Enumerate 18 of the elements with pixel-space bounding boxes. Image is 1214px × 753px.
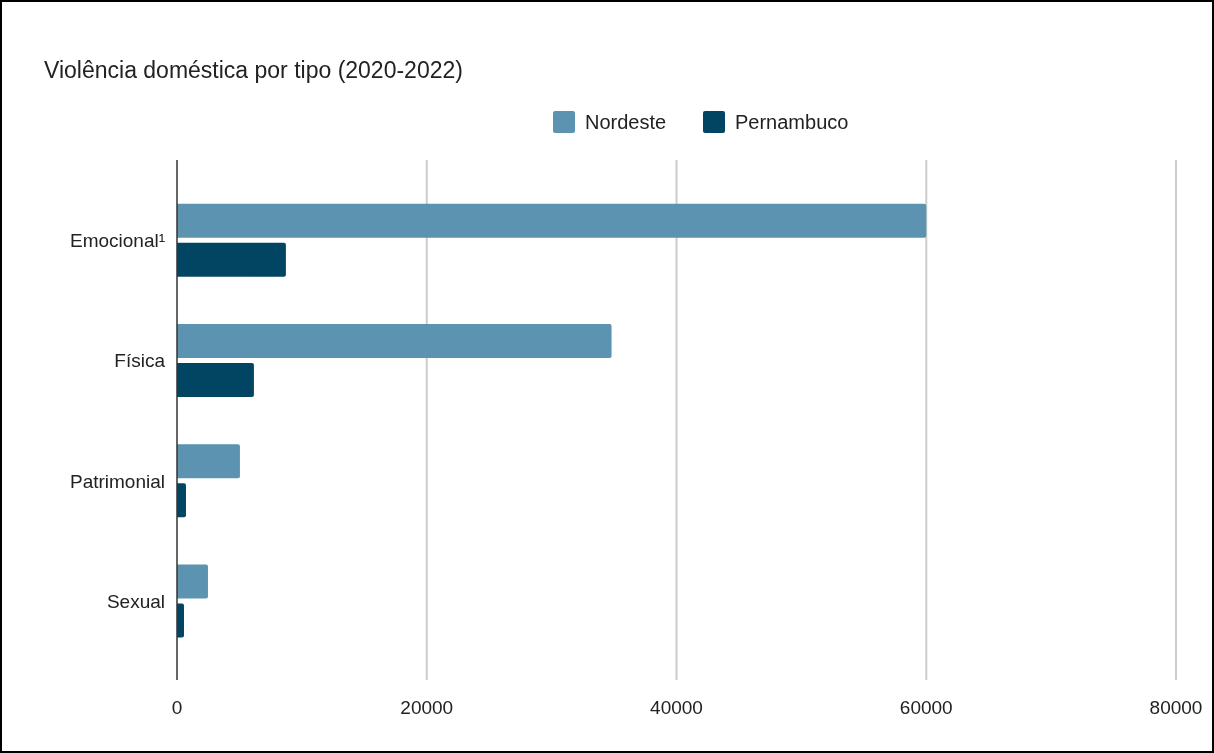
y-tick-label: Física (114, 350, 166, 372)
y-tick-label: Patrimonial (69, 470, 165, 492)
bar (177, 444, 240, 479)
x-tick-label: 80000 (1149, 697, 1203, 718)
legend-label: Nordeste (585, 111, 667, 133)
bar (177, 203, 927, 238)
bar (177, 323, 612, 358)
bar (177, 564, 208, 599)
x-tick-label: 0 (171, 697, 183, 718)
bar (177, 362, 254, 397)
y-tick-label: Emocional¹ (69, 230, 165, 252)
x-tick-label: 60000 (899, 697, 953, 718)
x-tick-label: 20000 (400, 697, 454, 718)
legend-label: Pernambuco (735, 111, 849, 133)
y-tick-label: Sexual (106, 590, 165, 612)
bar (177, 242, 286, 277)
chart-title: Violência doméstica por tipo (2020-2022) (44, 57, 463, 83)
x-tick-label: 40000 (650, 697, 703, 718)
